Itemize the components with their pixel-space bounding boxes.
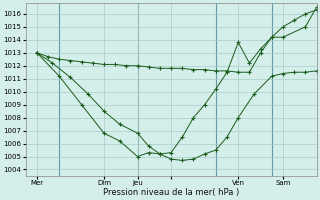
X-axis label: Pression niveau de la mer( hPa ): Pression niveau de la mer( hPa ) xyxy=(103,188,239,197)
